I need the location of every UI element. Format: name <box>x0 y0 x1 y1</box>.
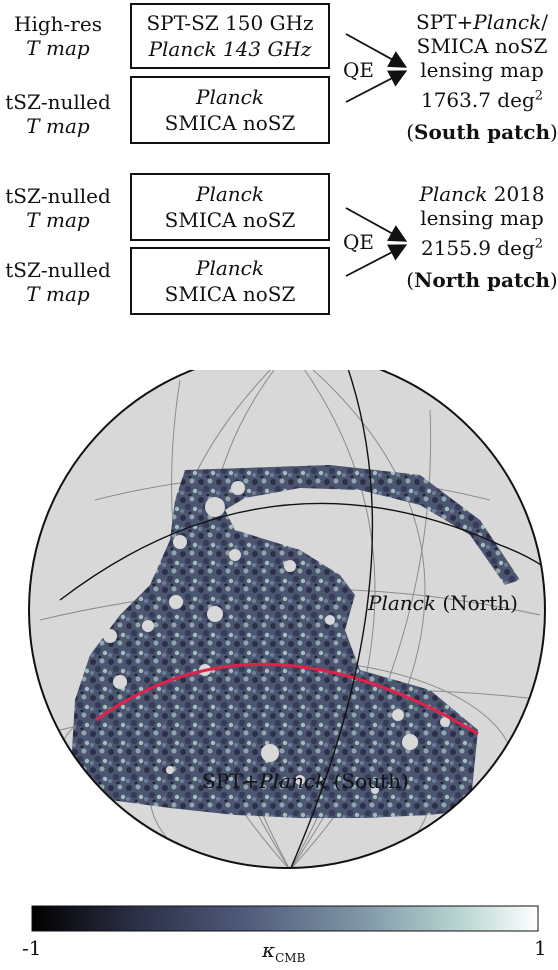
colorbar-gradient <box>31 905 539 932</box>
sky-map: Planck (North) SPT+Planck (South) <box>28 370 546 869</box>
bottom-input1-box: Planck SMICA noSZ <box>130 173 330 241</box>
main-patch <box>72 470 478 818</box>
lensing-map-region <box>72 465 520 818</box>
globe-outline <box>28 370 546 869</box>
south-label: SPT+Planck (South) <box>202 769 409 793</box>
south-patch-label: South patch <box>414 120 550 144</box>
bottom-output: Planck 2018 lensing map 2155.9 deg2 (Nor… <box>406 182 558 292</box>
south-boundary-line <box>95 662 479 736</box>
bottom-input2-label: tSZ-nulled T map <box>5 258 111 306</box>
top-input2-box: Planck SMICA noSZ <box>130 76 330 144</box>
north-patch-label: North patch <box>414 268 550 292</box>
top-qe-arrows <box>345 33 408 103</box>
bottom-input2-box: Planck SMICA noSZ <box>130 247 330 315</box>
top-output: SPT+Planck/ SMICA noSZ lensing map 1763.… <box>406 10 558 144</box>
top-input2-label: tSZ-nulled T map <box>5 90 111 138</box>
north-strip <box>185 465 520 585</box>
north-label: Planck (North) <box>367 591 518 615</box>
colorbar-max-label: 1 <box>534 936 547 960</box>
bottom-qe-label: QE <box>343 230 374 254</box>
planck-italic: Planck 143 GHz <box>148 37 312 61</box>
top-input1-box: SPT-SZ 150 GHz Planck 143 GHz <box>130 3 330 69</box>
colorbar <box>31 905 539 932</box>
bottom-qe-arrows <box>345 207 408 277</box>
masked-holes <box>103 481 450 794</box>
bottom-input1-label: tSZ-nulled T map <box>5 184 111 232</box>
top-input1-label: High-res T map <box>14 12 102 60</box>
top-qe-label: QE <box>343 58 374 82</box>
reference-circles <box>59 370 545 868</box>
colorbar-quantity-label: κCMB <box>262 938 306 965</box>
colorbar-min-label: -1 <box>22 936 42 960</box>
